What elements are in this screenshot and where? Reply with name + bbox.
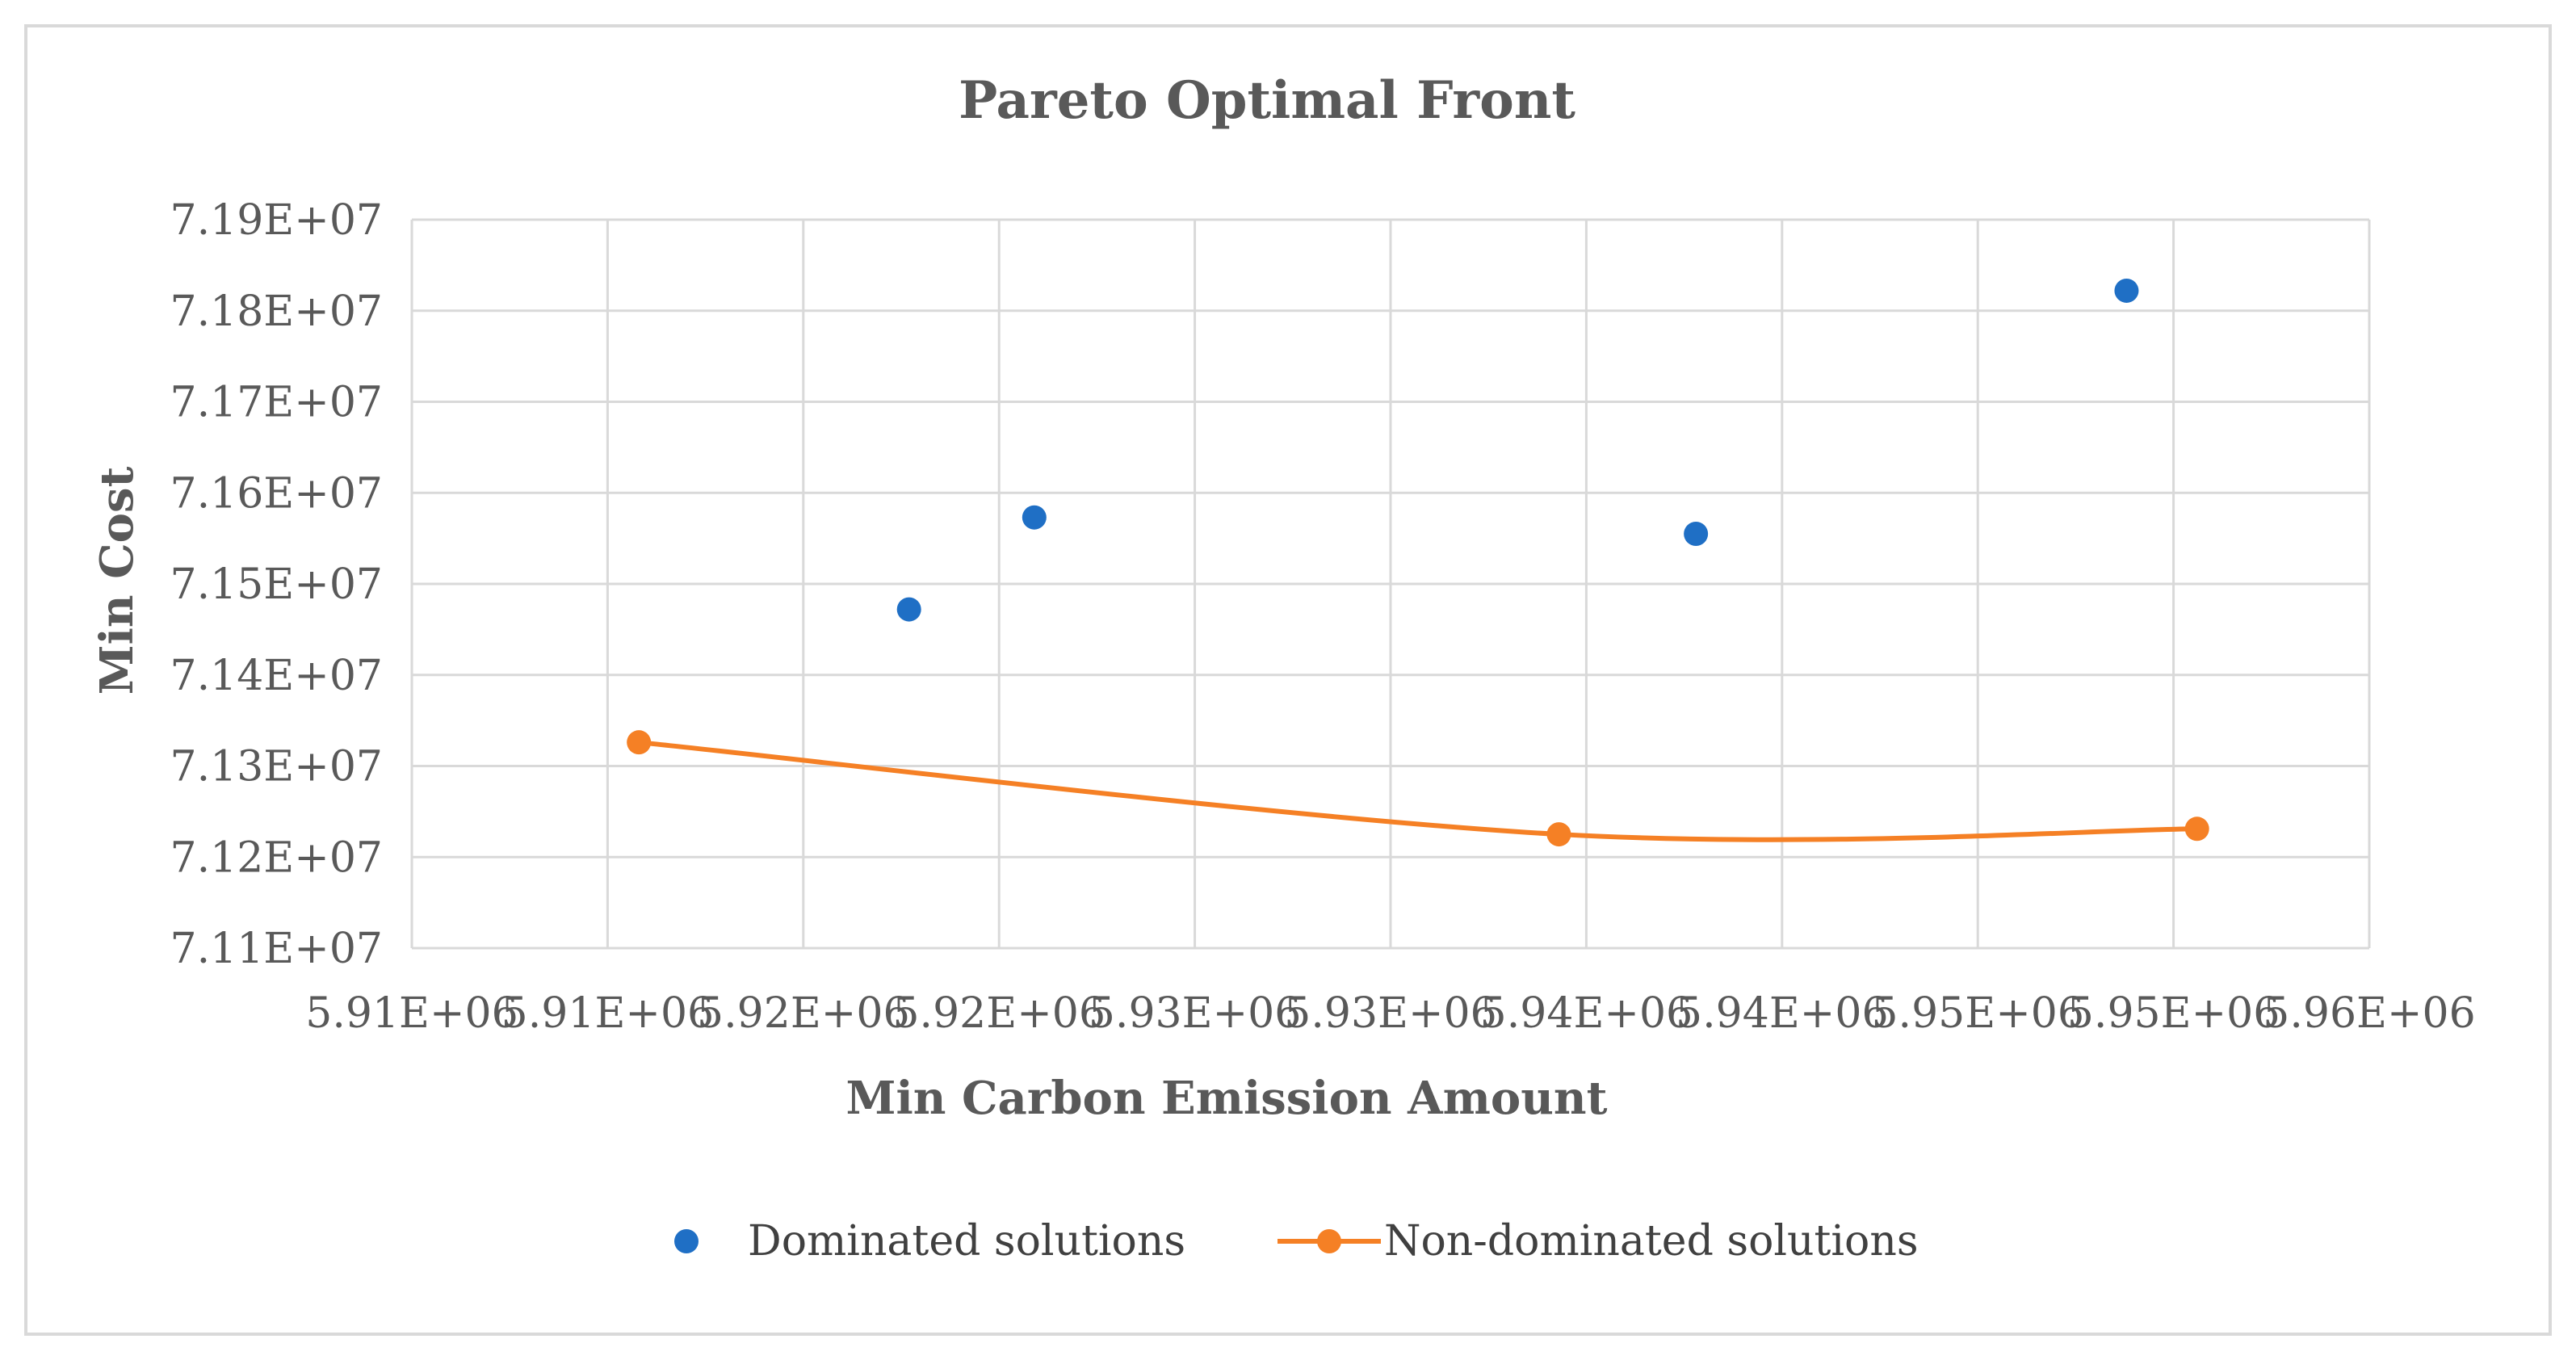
non-dominated-point <box>2184 816 2209 842</box>
y-tick-label: 7.19E+07 <box>170 196 383 245</box>
x-tick-label: 5.93E+06 <box>1284 989 1496 1038</box>
x-tick-label: 5.94E+06 <box>1480 989 1693 1038</box>
y-tick-label: 7.17E+07 <box>170 379 383 427</box>
dominated-point <box>2114 278 2139 303</box>
legend-label-non-dominated: Non-dominated solutions <box>1384 1217 1919 1266</box>
y-tick-labels: 7.11E+07 7.12E+07 7.13E+07 7.14E+07 7.15E+07… <box>170 196 383 973</box>
y-tick-label: 7.11E+07 <box>170 925 383 973</box>
y-tick-label: 7.16E+07 <box>170 469 383 518</box>
chart-frame: Pareto Optimal Front 5.91E+06 5.91E+06 5.9… <box>24 24 2552 1336</box>
x-tick-label: 5.94E+06 <box>1676 989 1888 1038</box>
x-tick-label: 5.92E+06 <box>892 989 1105 1038</box>
x-tick-label: 5.93E+06 <box>1089 989 1301 1038</box>
x-axis-label: Min Carbon Emission Amount <box>845 1072 1607 1125</box>
legend-label-dominated: Dominated solutions <box>748 1217 1185 1266</box>
x-tick-label: 5.91E+06 <box>305 989 518 1038</box>
x-tick-label: 5.91E+06 <box>501 989 714 1038</box>
gridlines <box>410 218 2371 950</box>
legend-marker-non-dominated <box>1317 1229 1341 1253</box>
non-dominated-point <box>627 730 652 755</box>
dominated-point <box>896 597 921 622</box>
pareto-chart: Pareto Optimal Front 5.91E+065.91E+065.9… <box>90 70 2476 1266</box>
y-tick-label: 7.12E+07 <box>170 833 383 882</box>
dominated-point <box>1022 505 1047 530</box>
y-tick-label: 7.18E+07 <box>170 288 383 336</box>
y-tick-label: 7.14E+07 <box>170 652 383 700</box>
x-tick-labels: 5.91E+065.91E+065.92E+065.92E+065.93E+06… <box>305 989 2475 1038</box>
legend: Dominated solutions Non-dominated soluti… <box>674 1217 1919 1266</box>
x-tick-label: 5.95E+06 <box>1871 989 2083 1038</box>
x-tick-label: 5.96E+06 <box>2263 989 2475 1038</box>
legend-marker-dominated <box>674 1229 699 1253</box>
chart-title: Pareto Optimal Front <box>959 70 1575 131</box>
series-layer <box>627 278 2209 847</box>
dominated-point <box>1684 521 1709 546</box>
x-tick-label: 5.92E+06 <box>697 989 909 1038</box>
y-axis-label: Min Cost <box>90 466 144 695</box>
y-tick-label: 7.15E+07 <box>170 560 383 609</box>
x-tick-label: 5.95E+06 <box>2067 989 2280 1038</box>
y-tick-label: 7.13E+07 <box>170 743 383 791</box>
non-dominated-line <box>638 740 2197 842</box>
non-dominated-point <box>1546 822 1571 847</box>
